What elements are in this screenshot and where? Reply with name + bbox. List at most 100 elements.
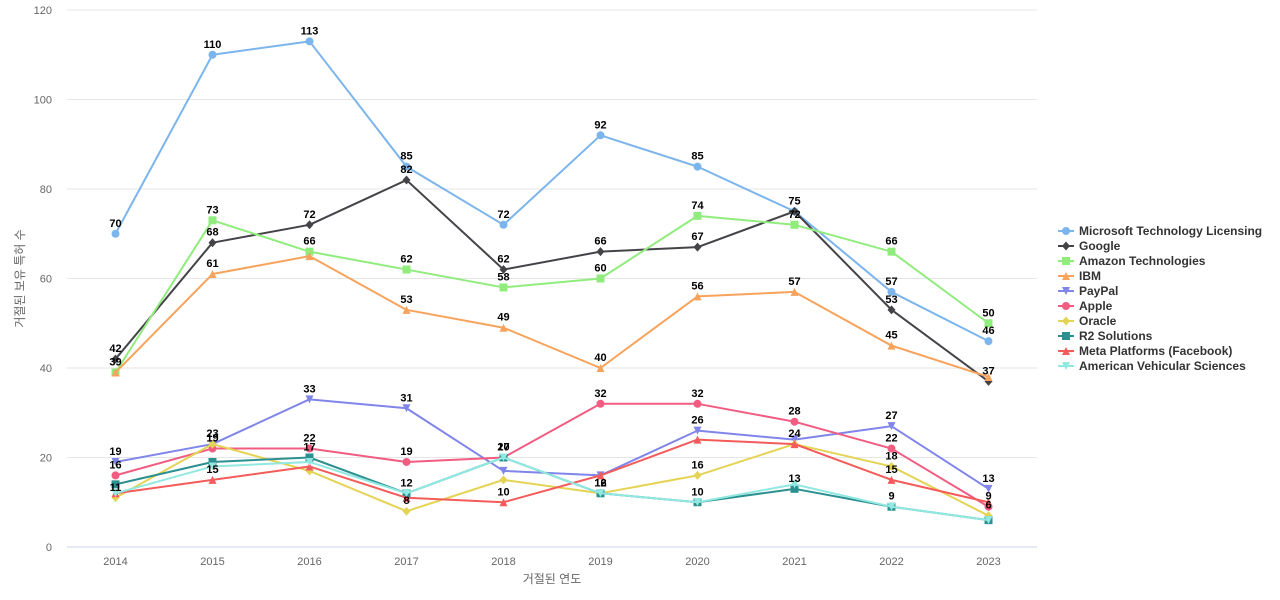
data-point[interactable] [402,489,411,498]
data-point[interactable] [693,498,702,507]
data-point[interactable] [402,265,411,274]
data-point[interactable] [693,470,702,480]
data-point[interactable] [887,287,896,296]
data-point[interactable] [790,484,799,493]
legend-item[interactable]: Amazon Technologies [1058,254,1206,268]
data-point[interactable] [887,341,896,350]
data-point[interactable] [790,417,799,426]
data-point[interactable] [887,305,896,315]
data-point[interactable] [596,274,605,283]
data-point[interactable] [984,372,993,381]
data-point[interactable] [402,162,411,171]
data-point[interactable] [499,220,508,229]
data-point[interactable] [499,498,508,507]
legend-symbol[interactable] [1062,272,1070,280]
data-point[interactable] [499,323,508,332]
data-point[interactable] [596,247,605,257]
legend-label[interactable]: American Vehicular Sciences [1079,359,1246,373]
data-point[interactable] [402,457,411,466]
legend-symbol[interactable] [1062,332,1070,340]
data-point[interactable] [402,506,411,516]
data-point[interactable] [887,444,896,453]
legend-symbol[interactable] [1062,347,1070,355]
data-point[interactable] [402,493,411,502]
legend-item[interactable]: PayPal [1058,284,1118,298]
data-point[interactable] [305,247,314,256]
legend-label[interactable]: Amazon Technologies [1079,254,1206,268]
data-point[interactable] [790,287,799,296]
data-point[interactable] [305,462,314,471]
data-point[interactable] [111,368,120,377]
legend-label[interactable]: Apple [1079,299,1113,313]
data-point[interactable] [208,216,217,225]
data-point[interactable] [305,395,314,404]
data-point[interactable] [111,471,120,480]
legend-label[interactable]: Meta Platforms (Facebook) [1079,344,1232,358]
data-point[interactable] [208,457,217,466]
legend-symbol[interactable] [1062,227,1070,235]
data-point[interactable] [887,422,896,431]
data-point[interactable] [693,211,702,220]
data-point[interactable] [305,220,314,230]
data-point[interactable] [984,337,993,346]
data-point[interactable] [499,475,508,485]
data-point[interactable] [402,175,411,185]
data-point[interactable] [305,37,314,46]
data-point[interactable] [790,480,799,489]
legend-item[interactable]: Microsoft Technology Licensing [1058,224,1262,238]
data-point[interactable] [111,354,120,364]
data-point[interactable] [596,399,605,408]
legend-item[interactable]: Apple [1058,299,1113,313]
legend-symbol[interactable] [1062,287,1070,295]
data-point[interactable] [693,292,702,301]
data-point[interactable] [208,270,217,279]
data-point[interactable] [111,229,120,238]
legend-label[interactable]: Oracle [1079,314,1117,328]
data-point[interactable] [984,516,993,525]
data-point[interactable] [111,480,120,489]
data-point[interactable] [208,439,217,449]
data-point[interactable] [790,440,799,449]
data-point[interactable] [305,457,314,466]
data-point[interactable] [693,242,702,252]
legend-item[interactable]: R2 Solutions [1058,329,1153,343]
data-point[interactable] [693,399,702,408]
legend-symbol[interactable] [1062,302,1070,310]
data-point[interactable] [984,484,993,493]
data-point[interactable] [693,162,702,171]
legend-label[interactable]: Microsoft Technology Licensing [1079,224,1262,238]
legend-label[interactable]: IBM [1079,269,1101,283]
legend-label[interactable]: PayPal [1079,284,1118,298]
data-point[interactable] [596,131,605,140]
data-point[interactable] [596,489,605,498]
legend-item[interactable]: Google [1058,239,1121,253]
legend-symbol[interactable] [1062,316,1070,326]
data-point[interactable] [790,206,799,216]
data-point[interactable] [208,50,217,59]
data-point[interactable] [499,453,508,462]
data-point[interactable] [111,457,120,466]
data-point[interactable] [305,444,314,453]
data-point[interactable] [499,265,508,275]
legend-item[interactable]: American Vehicular Sciences [1058,359,1246,373]
data-point[interactable] [208,475,217,484]
data-point[interactable] [790,220,799,229]
data-point[interactable] [596,471,605,480]
data-point[interactable] [305,453,314,462]
legend-item[interactable]: Meta Platforms (Facebook) [1058,344,1232,358]
legend-item[interactable]: IBM [1058,269,1101,283]
data-point[interactable] [499,466,508,475]
data-point[interactable] [887,247,896,256]
data-point[interactable] [402,404,411,413]
data-point[interactable] [208,238,217,248]
data-point[interactable] [111,489,120,498]
data-point[interactable] [693,426,702,435]
legend-label[interactable]: Google [1079,239,1121,253]
data-point[interactable] [887,502,896,511]
data-point[interactable] [984,319,993,328]
legend-item[interactable]: Oracle [1058,314,1117,328]
legend-label[interactable]: R2 Solutions [1079,329,1153,343]
data-point[interactable] [596,364,605,372]
data-point[interactable] [984,498,993,507]
legend[interactable]: Microsoft Technology LicensingGoogleAmaz… [1058,224,1262,373]
